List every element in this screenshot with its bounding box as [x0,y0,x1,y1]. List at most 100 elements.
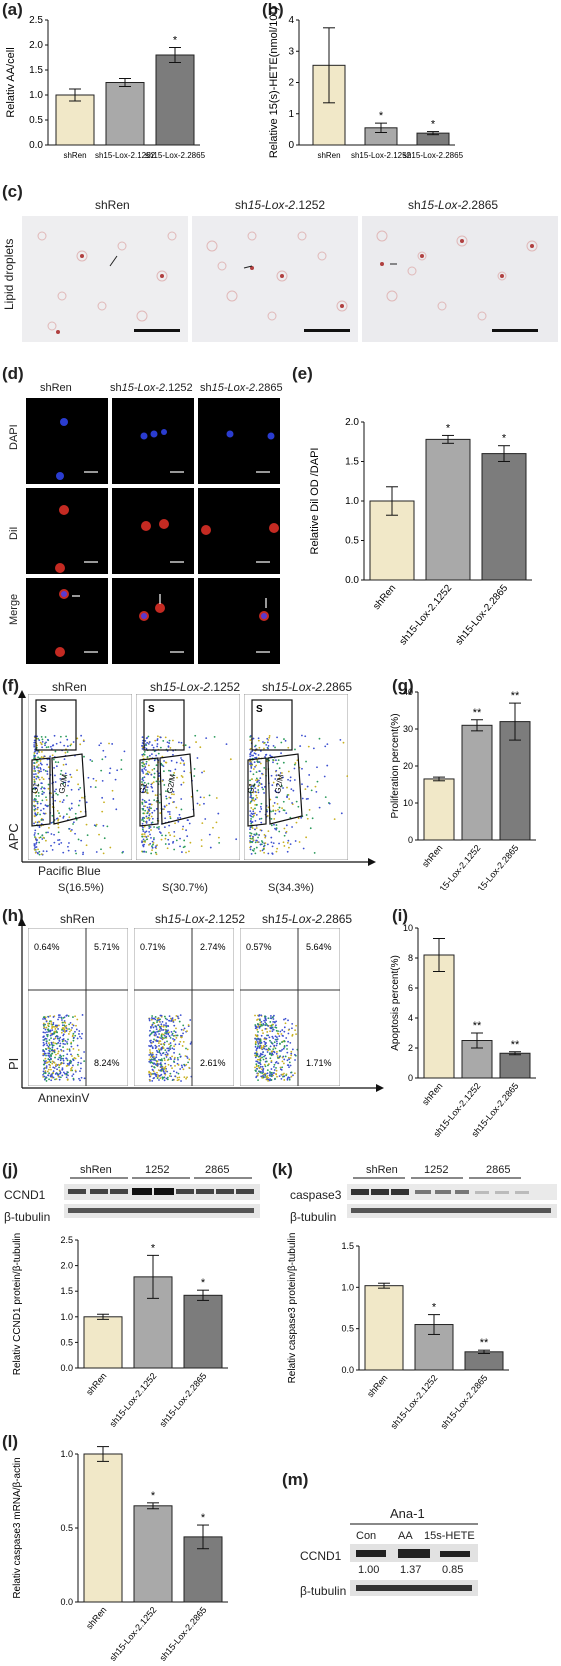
x-tick-label: shRen [317,151,340,160]
x-tick-label: sh15-Lox-2.2865 [454,583,511,648]
significance-mark: * [446,422,451,434]
significance-mark: * [151,1242,156,1254]
d-row-dil: DiI [8,526,20,540]
m-western-blot [350,1544,478,1596]
k-row-tubulin: β-tubulin [290,1210,337,1224]
y-tick-label: 10 [403,923,413,933]
j-lane-2865: 2865 [205,1164,230,1176]
event-dots [33,734,126,856]
apoptosis-plot: 0.57% 5.64% 1.71% [240,928,340,1086]
y-tick-label: 1.0 [60,1312,73,1322]
k-row-caspase3: caspase3 [290,1188,342,1202]
x-tick-label: sh15-Lox-2.2865 [438,1373,489,1430]
gate-s-label: S [256,704,263,715]
event-dots [254,1014,299,1082]
significance-mark: * [432,1302,437,1314]
bar [423,954,455,1079]
d-row-merge: Merge [8,593,20,625]
h-header-2865: sh15-Lox-2.2865 [262,912,353,926]
y-tick-label: 0.5 [60,1337,73,1347]
j-western-blot [64,1177,260,1218]
bar [499,721,531,841]
y-tick-label: 0 [288,140,294,151]
significance-mark: * [502,433,507,445]
y-tick-label: 10 [403,798,413,808]
bar [155,54,195,146]
f-axis-arrows [18,690,376,866]
x-tick-label: sh15-Lox-2.1252 [351,151,412,160]
x-tick-label: sh15-Lox-2.1252 [95,151,156,160]
y-tick-label: 1.0 [341,1282,354,1292]
gate-g2m [51,753,87,825]
lipid-droplets-label: Lipid droplets [2,238,16,310]
f-header-1252: sh15-Lox-2.1252 [150,680,241,694]
gate-g2m [267,753,303,825]
y-tick-label: 0 [408,1073,413,1083]
gate-s-label: S [148,704,155,715]
x-tick-label: shRen [420,1081,444,1107]
y-axis-label: Relative Dil OD /DAPI [309,448,321,555]
y-tick-label: 6 [408,983,413,993]
y-axis-label: Proliferation percent(%) [390,713,401,818]
j-row-tubulin: β-tubulin [4,1210,51,1224]
y-tick-label: 2.0 [60,1261,73,1271]
bar-chart-e: 0.0 0.5 1.0 1.5 2.0 Relative Dil OD /DAPI shRe… [309,417,532,648]
panel-label-m: (m) [282,1470,309,1489]
bar [183,1536,223,1603]
y-axis-label: Relativ CCND1 protein/β-tubulin [12,1233,23,1375]
k-lane-2865: 2865 [486,1164,511,1176]
y-tick-label: 1.5 [29,65,43,76]
bar [105,82,145,146]
gate-g1-label: G1 [30,782,41,795]
panel-label-j: (j) [2,1160,19,1179]
bar [499,1052,531,1079]
gate-s [35,699,77,751]
gate-g1 [31,757,51,827]
panel-label-c: (c) [2,182,23,201]
y-tick-label: 2 [408,1043,413,1053]
plot-frame [136,694,240,860]
c-header-2865: sh15-Lox-2.2865 [408,198,499,212]
significance-mark: ** [480,1337,489,1349]
significance-mark: * [173,35,178,47]
lipid-droplet-micrographs [22,216,558,342]
significance-mark: ** [511,1039,520,1051]
quad-ul: 0.71% [140,942,166,952]
k-lane-1252: 1252 [424,1164,449,1176]
bar-chart-b: 0 1 2 3 4 Relative 15(s)-HETE(nmol/10⁷) shRen *… [268,7,464,160]
d-header-1252: sh15-Lox-2.1252 [110,382,193,394]
h-header-shren: shRen [60,912,95,926]
panel-label-e: (e) [292,364,313,383]
y-axis-label: Apoptosis percent(%) [390,955,401,1051]
x-tick-label: sh15-Lox-2.1252 [107,1605,158,1663]
h-header-1252: sh15-Lox-2.1252 [155,912,246,926]
x-tick-label: shRen [84,1605,108,1631]
y-tick-label: 0.5 [29,115,43,126]
bar [461,724,493,841]
f-header-shren: shRen [52,680,87,694]
significance-mark: * [201,1277,206,1289]
x-tick-label: sh15-Lox-2.2865 [145,151,206,160]
y-tick-label: 1.0 [345,496,359,507]
y-tick-label: 2.0 [345,417,359,428]
y-tick-label: 0.0 [60,1597,73,1607]
cell-cycle-plot: S G1 G2/M [244,694,348,860]
y-tick-label: 1 [288,109,294,120]
apoptosis-plot: 0.64% 5.71% 8.24% [28,928,128,1086]
d-header-2865: sh15-Lox-2.2865 [200,382,283,394]
x-tick-label: sh15-Lox-2.2865 [403,151,464,160]
significance-mark: * [431,119,436,131]
bar-chart-l: 0.0 0.5 1.0 Relativ caspase3 mRNA/β-actin sh… [12,1446,228,1663]
y-tick-label: 0 [408,835,413,845]
cell-cycle-plot: S G1 G2/M [28,694,132,860]
quad-ul: 0.64% [34,942,60,952]
f-s-value-3: S(34.3%) [268,882,314,894]
d-row-dapi: DAPI [8,424,20,450]
m-row-ccnd1: CCND1 [300,1549,342,1563]
f-header-2865: sh15-Lox-2.2865 [262,680,353,694]
panel-label-i: (i) [392,906,409,925]
bar [423,778,455,841]
quad-lr: 1.71% [306,1058,332,1068]
